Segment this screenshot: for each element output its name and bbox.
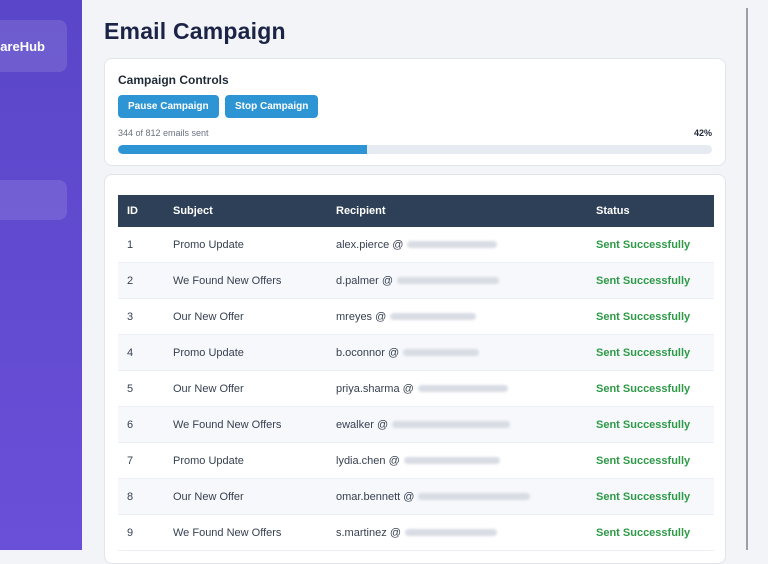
cell-status: Sent Successfully: [587, 298, 714, 335]
cell-subject: Our New Offer: [164, 478, 327, 515]
recipient-user: ewalker: [336, 418, 374, 431]
cell-recipient: ewalker @: [327, 406, 587, 443]
redacted-domain: [397, 277, 500, 285]
recipient-user: priya.sharma: [336, 382, 400, 395]
cell-subject: Promo Update: [164, 334, 327, 371]
at-sign: @: [375, 310, 387, 323]
table-row[interactable]: 4 Promo Update b.oconnor @ Sent Successfull…: [118, 334, 714, 371]
cell-id: 3: [118, 298, 164, 335]
recipient-user: omar.bennett: [336, 490, 401, 503]
redacted-domain: [417, 385, 508, 393]
at-sign: @: [389, 526, 401, 539]
recipient-user: b.oconnor: [336, 346, 385, 359]
cell-status: Sent Successfully: [587, 514, 714, 551]
cell-status: Sent Successfully: [587, 334, 714, 371]
table-row[interactable]: 6 We Found New Offers ewalker @ Sent Succes…: [118, 406, 714, 443]
cell-id: 5: [118, 370, 164, 407]
cell-recipient: lydia.chen @: [327, 442, 587, 479]
progress-bar-fill: [118, 145, 368, 154]
brand-name: hareHub: [0, 38, 45, 54]
column-header-status[interactable]: Status: [587, 195, 714, 227]
column-header-recipient[interactable]: Recipient: [327, 195, 587, 227]
table-header-row: ID Subject Recipient Status: [118, 195, 714, 227]
controls-heading: Campaign Controls: [118, 73, 229, 87]
column-header-subject[interactable]: Subject: [164, 195, 327, 227]
cell-status: Sent Successfully: [587, 406, 714, 443]
recipient-user: alex.pierce: [336, 238, 390, 251]
recipient-user: mreyes: [336, 310, 373, 323]
campaign-controls-card: Campaign Controls Pause Campaign Stop Ca…: [104, 58, 726, 166]
recipient-user: d.palmer: [336, 274, 379, 287]
page-title: Email Campaign: [104, 18, 286, 44]
table-row[interactable]: 5 Our New Offer priya.sharma @ Sent Success…: [118, 370, 714, 407]
redacted-domain: [403, 349, 480, 357]
cell-recipient: priya.sharma @: [327, 370, 587, 407]
redacted-domain: [407, 241, 498, 249]
recipient-user: lydia.chen: [336, 454, 386, 467]
cell-status: Sent Successfully: [587, 442, 714, 479]
recipient-user: s.martinez: [336, 526, 387, 539]
cell-subject: We Found New Offers: [164, 262, 327, 299]
cell-id: 7: [118, 442, 164, 479]
redacted-domain: [390, 313, 477, 321]
at-sign: @: [388, 346, 400, 359]
table-row[interactable]: 7 Promo Update lydia.chen @ Sent Successful…: [118, 442, 714, 479]
at-sign: @: [388, 454, 400, 467]
cell-recipient: mreyes @: [327, 298, 587, 335]
cell-subject: Promo Update: [164, 227, 327, 263]
sidebar-item-active[interactable]: [0, 180, 67, 220]
cell-id: 6: [118, 406, 164, 443]
at-sign: @: [381, 274, 394, 287]
cell-subject: Our New Offer: [164, 298, 327, 335]
cell-subject: Promo Update: [164, 442, 327, 479]
cell-id: 8: [118, 478, 164, 515]
cell-recipient: d.palmer @: [327, 262, 587, 299]
at-sign: @: [392, 238, 404, 251]
emails-table-card: ID Subject Recipient Status 1 Promo Updat…: [104, 174, 726, 564]
cell-subject: Our New Offer: [164, 370, 327, 407]
cell-id: 9: [118, 514, 164, 551]
table-row[interactable]: 2 We Found New Offers d.palmer @ Sent Succe…: [118, 262, 714, 299]
at-sign: @: [402, 382, 414, 395]
at-sign: @: [403, 490, 415, 503]
table-row[interactable]: 8 Our New Offer omar.bennett @ Sent Success…: [118, 478, 714, 515]
cell-status: Sent Successfully: [587, 478, 714, 515]
progress-text: 344 of 812 emails sent: [118, 128, 209, 138]
cell-recipient: b.oconnor @: [327, 334, 587, 371]
redacted-domain: [418, 493, 531, 501]
cell-id: 2: [118, 262, 164, 299]
cell-recipient: alex.pierce @: [327, 227, 587, 263]
page-scrollbar[interactable]: [746, 8, 748, 550]
redacted-domain: [403, 457, 500, 465]
cell-status: Sent Successfully: [587, 370, 714, 407]
redacted-domain: [404, 529, 497, 537]
redacted-domain: [392, 421, 511, 429]
cell-id: 4: [118, 334, 164, 371]
column-header-id[interactable]: ID: [118, 195, 164, 227]
stop-campaign-button[interactable]: Stop Campaign: [225, 95, 319, 118]
cell-status: Sent Successfully: [587, 262, 714, 299]
cell-status: Sent Successfully: [587, 227, 714, 263]
progress-percent: 42%: [693, 128, 712, 138]
progress-bar: [118, 145, 712, 154]
cell-recipient: s.martinez @: [327, 514, 587, 551]
cell-recipient: omar.bennett @: [327, 478, 587, 515]
table-row[interactable]: 1 Promo Update alex.pierce @ Sent Successfu…: [118, 227, 714, 263]
pause-campaign-button[interactable]: Pause Campaign: [118, 95, 219, 118]
at-sign: @: [376, 418, 389, 431]
emails-table: ID Subject Recipient Status 1 Promo Updat…: [118, 195, 714, 551]
cell-subject: We Found New Offers: [164, 406, 327, 443]
cell-subject: We Found New Offers: [164, 514, 327, 551]
brand-logo[interactable]: hareHub: [0, 20, 67, 72]
table-row[interactable]: 9 We Found New Offers s.martinez @ Sent Suc…: [118, 514, 714, 551]
table-row[interactable]: 3 Our New Offer mreyes @ Sent Successfully: [118, 298, 714, 335]
cell-id: 1: [118, 227, 164, 263]
sidebar: hareHub: [0, 0, 82, 550]
